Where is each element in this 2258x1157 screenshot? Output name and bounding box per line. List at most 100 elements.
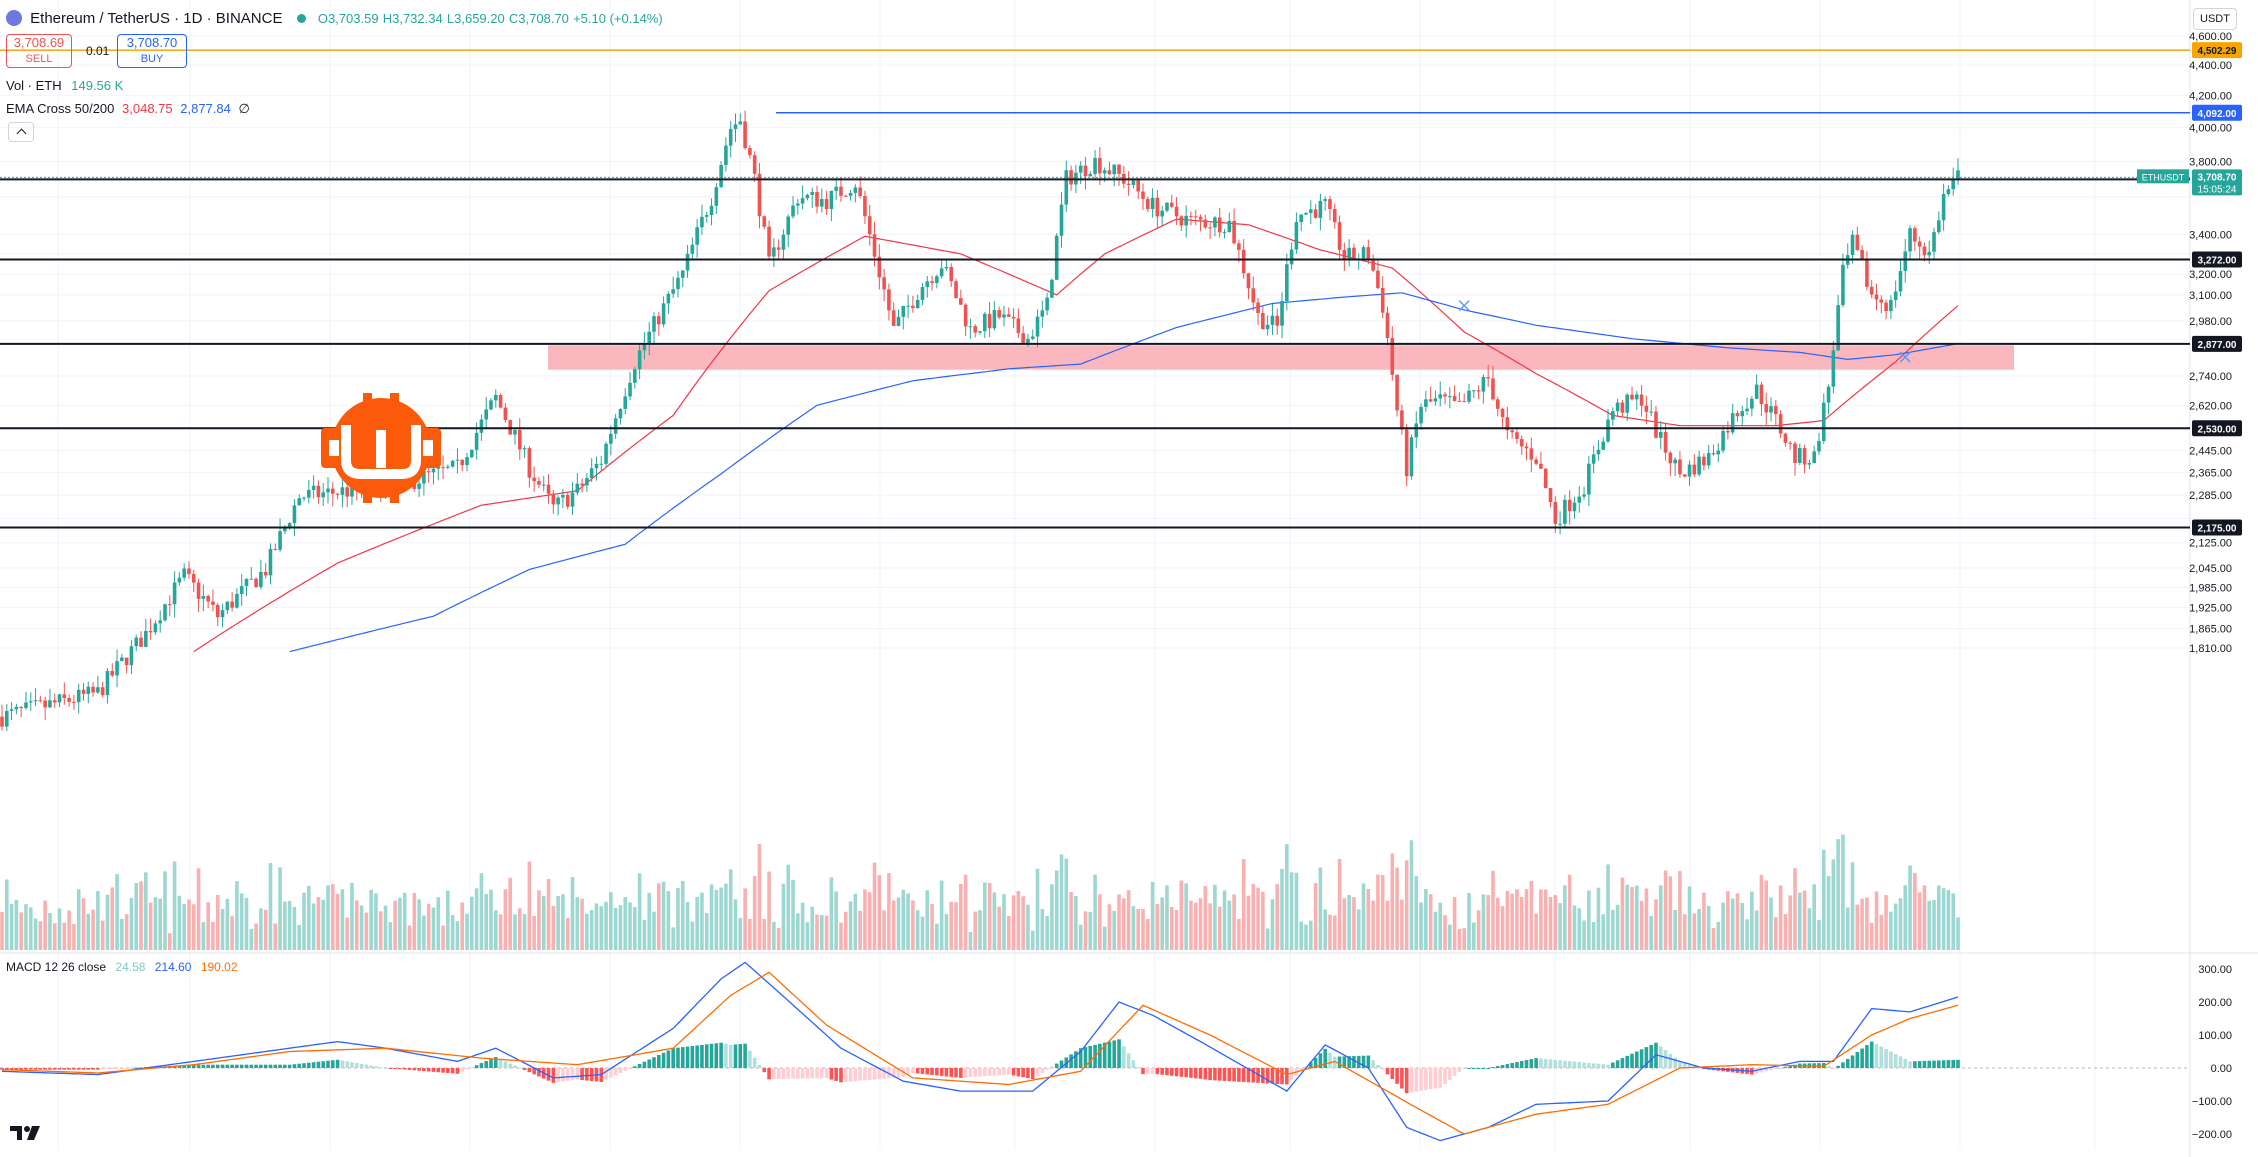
macd-histogram-bar <box>311 1062 316 1068</box>
ema-legend[interactable]: EMA Cross 50/200 3,048.75 2,877.84 ∅ <box>6 101 250 117</box>
candle-body <box>1778 414 1783 434</box>
price-axis-tick: 2,740.00 <box>2189 371 2232 383</box>
candle <box>1169 194 1174 209</box>
candle <box>1519 435 1524 455</box>
candle-body <box>489 400 493 410</box>
currency-label: USDT <box>2200 13 2230 25</box>
volume-bar <box>235 881 239 950</box>
candle <box>1160 205 1164 227</box>
candle-body <box>810 192 815 195</box>
volume-bar <box>124 914 129 950</box>
buy-button[interactable]: 3,708.70 BUY <box>117 34 187 68</box>
volume-bar <box>1189 900 1193 950</box>
candle-body <box>321 492 326 498</box>
volume-bar <box>1145 918 1150 950</box>
candle <box>1793 441 1797 476</box>
candle <box>1606 408 1610 443</box>
candle-body <box>954 281 958 299</box>
symbol-legend[interactable]: Ethereum / TetherUS · 1D · BINANCE O3,70… <box>6 10 663 27</box>
currency-button[interactable]: USDT <box>2193 8 2237 30</box>
volume-bar <box>321 899 326 950</box>
macd-histogram-bar <box>724 1043 728 1068</box>
volume-bar <box>853 893 858 950</box>
macd-histogram-bar <box>1927 1060 1932 1068</box>
candle-body <box>1323 199 1327 201</box>
macd-histogram-bar <box>1150 1068 1155 1074</box>
candle-body <box>1150 197 1155 210</box>
candle <box>920 282 925 306</box>
volume-bar <box>1371 900 1375 950</box>
volume-bar <box>422 915 426 950</box>
candle-body <box>220 610 225 618</box>
candle-body <box>1328 199 1332 210</box>
volume-bar <box>1404 860 1409 950</box>
candle <box>1256 297 1260 325</box>
candle-body <box>100 687 105 696</box>
candle <box>1682 474 1687 478</box>
candle-body <box>877 256 882 278</box>
candle-body <box>829 190 834 210</box>
candle-body <box>1706 453 1711 466</box>
candle-body <box>1438 394 1443 399</box>
macd-histogram-bar <box>1251 1068 1256 1083</box>
candle <box>1889 295 1893 319</box>
volume-bar <box>1750 891 1754 950</box>
candle-body <box>1241 249 1246 274</box>
macd-histogram-bar <box>1644 1047 1649 1068</box>
candle-body <box>1376 270 1380 288</box>
buy-price: 3,708.70 <box>126 35 178 50</box>
sell-button[interactable]: 3,708.69 SELL <box>6 34 72 68</box>
candle-body <box>1563 499 1567 524</box>
macd-histogram-bar <box>1102 1042 1107 1068</box>
macd-histogram-bar <box>609 1068 613 1078</box>
candle <box>230 592 234 612</box>
candle-body <box>613 418 618 434</box>
candle <box>139 631 143 647</box>
volume-bar <box>1054 870 1059 950</box>
candle <box>1879 295 1884 314</box>
candle-body <box>1424 399 1428 407</box>
candle <box>1414 411 1419 449</box>
volume-bar <box>1467 892 1471 950</box>
candle <box>460 459 465 472</box>
volume-bar <box>129 897 134 950</box>
macd-histogram-bar <box>441 1068 445 1073</box>
candle-body <box>1658 431 1663 438</box>
macd-histogram-bar <box>1390 1068 1395 1080</box>
candle <box>1620 399 1625 417</box>
macd-histogram-bar <box>810 1068 815 1079</box>
candle-body <box>772 247 776 257</box>
candle-body <box>944 266 949 269</box>
macd-legend[interactable]: MACD 12 26 close 24.58 214.60 190.02 <box>6 960 238 974</box>
macd-histogram-bar <box>1874 1044 1879 1068</box>
collapse-legend-button[interactable] <box>8 122 34 142</box>
candle <box>1131 179 1136 189</box>
volume-legend[interactable]: Vol · ETH 149.56 K <box>6 78 123 93</box>
volume-bar <box>987 882 992 950</box>
macd-histogram-bar <box>891 1068 896 1078</box>
tradingview-logo-icon[interactable] <box>10 1124 42 1142</box>
macd-histogram-bar <box>647 1059 652 1068</box>
candle-body <box>1304 213 1308 215</box>
macd-histogram-bar <box>791 1068 795 1079</box>
macd-histogram-bar <box>120 1068 124 1069</box>
candle <box>1246 272 1251 300</box>
candle-body <box>503 407 508 421</box>
volume-bar <box>1318 867 1323 950</box>
macd-histogram-bar <box>19 1068 23 1070</box>
candle-body <box>1433 398 1438 402</box>
macd-histogram-bar <box>1634 1051 1639 1068</box>
volume-bar <box>1644 888 1649 950</box>
volume-bar <box>1812 884 1816 950</box>
macd-histogram-bar <box>1122 1046 1126 1068</box>
candle-body <box>537 481 541 485</box>
candle <box>1913 225 1917 251</box>
volume-bar <box>1160 897 1164 950</box>
macd-histogram-bar <box>1908 1061 1912 1068</box>
sell-price: 3,708.69 <box>13 35 65 50</box>
candle-body <box>1769 406 1773 413</box>
macd-histogram-bar <box>1126 1053 1131 1068</box>
candle-body <box>1548 488 1553 502</box>
macd-histogram-bar <box>546 1068 551 1081</box>
